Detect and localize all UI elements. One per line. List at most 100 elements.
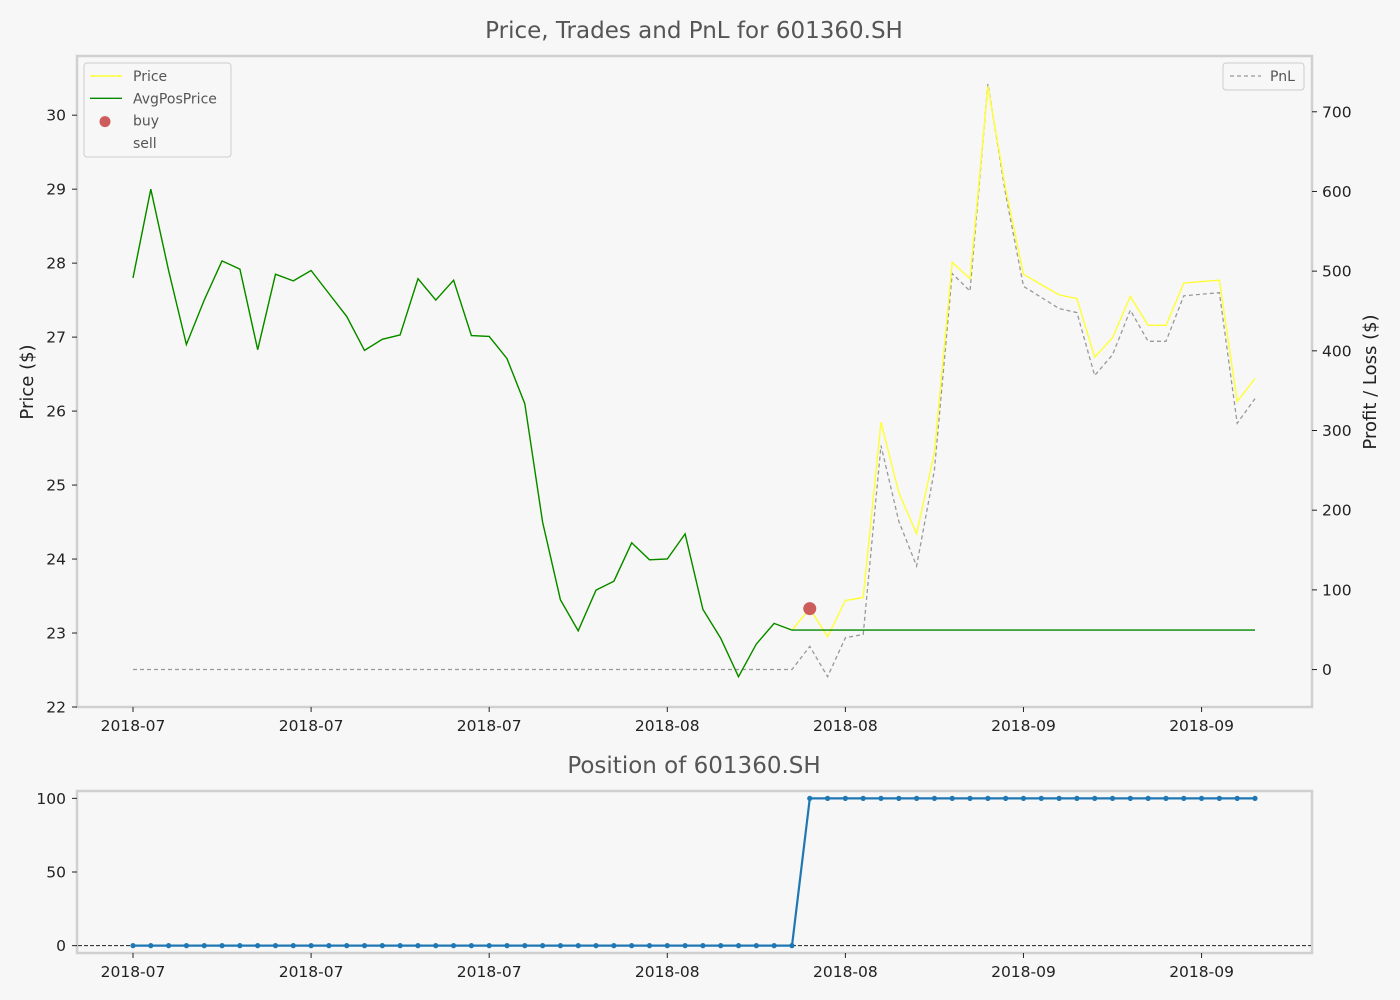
position-point — [718, 943, 724, 949]
position-chart-title: Position of 601360.SH — [567, 753, 820, 779]
position-point — [593, 943, 599, 949]
position-point — [183, 943, 190, 949]
position-x-tick-label: 2018-07 — [279, 963, 344, 981]
price-x-tick-label: 2018-08 — [813, 717, 878, 735]
position-point — [1216, 795, 1222, 801]
price-x-tick-label: 2018-07 — [279, 717, 344, 735]
position-x-tick-label: 2018-09 — [1169, 963, 1234, 981]
legend-right: PnL — [1222, 62, 1305, 91]
position-point — [237, 943, 243, 949]
position-point — [486, 943, 492, 949]
legend-label: sell — [133, 136, 157, 152]
price-x-tick-label: 2018-08 — [635, 717, 700, 735]
position-point — [308, 943, 314, 949]
pnl-y-tick-label: 600 — [1322, 183, 1352, 201]
position-point — [629, 943, 635, 949]
position-point — [148, 943, 154, 949]
price-chart-frame — [75, 54, 1314, 709]
position-point — [1234, 795, 1240, 801]
position-point — [433, 943, 439, 949]
pnl-y-tick-label: 500 — [1322, 263, 1352, 281]
position-point — [1056, 795, 1062, 801]
position-point — [201, 943, 207, 949]
legend-label: PnL — [1270, 69, 1295, 85]
position-point — [344, 943, 350, 949]
position-point — [860, 795, 866, 801]
position-point — [166, 943, 172, 949]
price-chart-title: Price, Trades and PnL for 601360.SH — [485, 18, 903, 44]
price-y-label: Price ($) — [17, 344, 38, 419]
position-y-tick-label: 50 — [46, 864, 66, 882]
position-point — [540, 943, 546, 949]
legend-left-box — [83, 62, 232, 158]
position-point — [878, 795, 884, 801]
position-chart-series — [78, 795, 1311, 949]
position-point — [522, 943, 528, 949]
avgpos-series-line — [132, 189, 793, 679]
position-x-tick-label: 2018-07 — [101, 963, 166, 981]
position-point — [450, 943, 457, 949]
position-point — [1198, 795, 1205, 801]
position-point — [290, 943, 296, 949]
price-y-tick-label: 30 — [46, 107, 66, 125]
position-point — [1181, 795, 1187, 801]
position-point — [967, 795, 973, 801]
position-point — [255, 943, 261, 949]
price-y-tick-label: 23 — [46, 625, 66, 643]
position-point — [646, 943, 653, 949]
price-x-tick-label: 2018-07 — [101, 717, 166, 735]
position-point — [1092, 795, 1098, 801]
price-x-tick-label: 2018-09 — [1169, 717, 1234, 735]
legend-left: Price AvgPosPrice buy sell — [83, 62, 232, 158]
position-point — [985, 795, 991, 801]
price-x-tick-label: 2018-07 — [457, 717, 522, 735]
position-x-tick-label: 2018-08 — [813, 963, 878, 981]
pnl-y-tick-label: 200 — [1322, 502, 1352, 520]
legend-label: buy — [133, 114, 159, 130]
position-x-tick-label: 2018-07 — [457, 963, 522, 981]
position-point — [753, 943, 759, 949]
position-point — [326, 943, 332, 949]
position-point — [361, 943, 368, 949]
position-point — [397, 943, 403, 949]
pnl-y-tick-label: 0 — [1322, 661, 1332, 679]
price-y-tick-label: 25 — [46, 477, 66, 495]
position-point — [1127, 795, 1133, 801]
position-y-axis: 0 50 100 — [36, 790, 77, 955]
pnl-y-tick-label: 100 — [1322, 581, 1352, 599]
price-y-tick-label: 26 — [46, 403, 66, 421]
legend-label: Price — [133, 69, 167, 85]
position-point — [611, 943, 617, 949]
position-point — [771, 943, 777, 949]
legend-right-box — [1222, 62, 1305, 91]
price-y-tick-label: 28 — [46, 255, 66, 273]
position-x-axis: 2018-07 2018-07 2018-07 2018-08 2018-08 2018-… — [101, 953, 1234, 981]
position-point — [219, 943, 225, 949]
pnl-y-tick-label: 700 — [1322, 103, 1352, 121]
position-y-tick-label: 100 — [36, 790, 66, 808]
position-point — [1145, 795, 1151, 801]
price-y-tick-label: 27 — [46, 329, 66, 347]
position-point — [914, 795, 920, 801]
price-y-tick-label: 24 — [46, 551, 66, 569]
position-point — [1020, 795, 1027, 801]
pnl-y-tick-label: 300 — [1322, 422, 1352, 440]
position-point — [415, 943, 421, 949]
position-x-tick-label: 2018-08 — [635, 963, 700, 981]
price-y-tick-label: 29 — [46, 181, 66, 199]
legend-swatch — [99, 116, 111, 128]
position-point — [842, 795, 848, 801]
position-point — [1003, 795, 1009, 801]
price-x-tick-label: 2018-09 — [991, 717, 1056, 735]
price-chart-series — [132, 83, 1256, 679]
position-point — [1074, 795, 1080, 801]
position-point — [735, 943, 742, 949]
buy-marker — [803, 602, 817, 616]
position-point — [504, 943, 510, 949]
position-point — [468, 943, 474, 949]
position-point — [1109, 795, 1116, 801]
position-point — [379, 943, 385, 949]
position-y-tick-label: 0 — [56, 937, 66, 955]
position-point — [789, 943, 795, 949]
